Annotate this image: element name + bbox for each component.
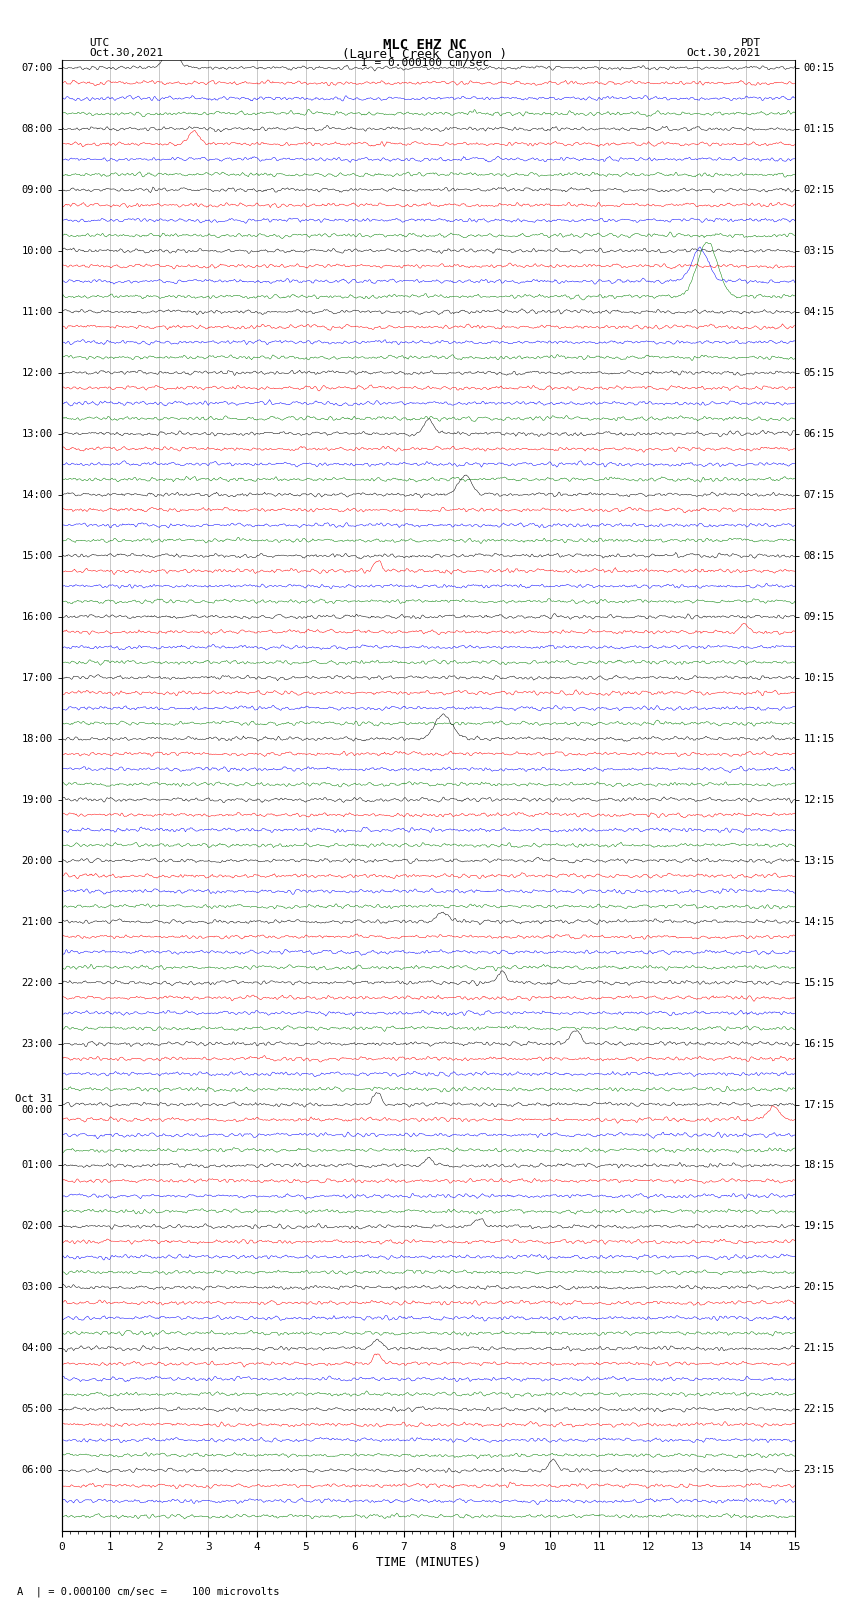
Text: Oct.30,2021: Oct.30,2021 [687,48,761,58]
Text: MLC EHZ NC: MLC EHZ NC [383,37,467,52]
Text: PDT: PDT [740,37,761,48]
Text: UTC: UTC [89,37,110,48]
Text: (Laurel Creek Canyon ): (Laurel Creek Canyon ) [343,48,507,61]
Text: I = 0.000100 cm/sec: I = 0.000100 cm/sec [361,58,489,68]
X-axis label: TIME (MINUTES): TIME (MINUTES) [376,1557,480,1569]
Text: A  | = 0.000100 cm/sec =    100 microvolts: A | = 0.000100 cm/sec = 100 microvolts [17,1586,280,1597]
Text: Oct.30,2021: Oct.30,2021 [89,48,163,58]
